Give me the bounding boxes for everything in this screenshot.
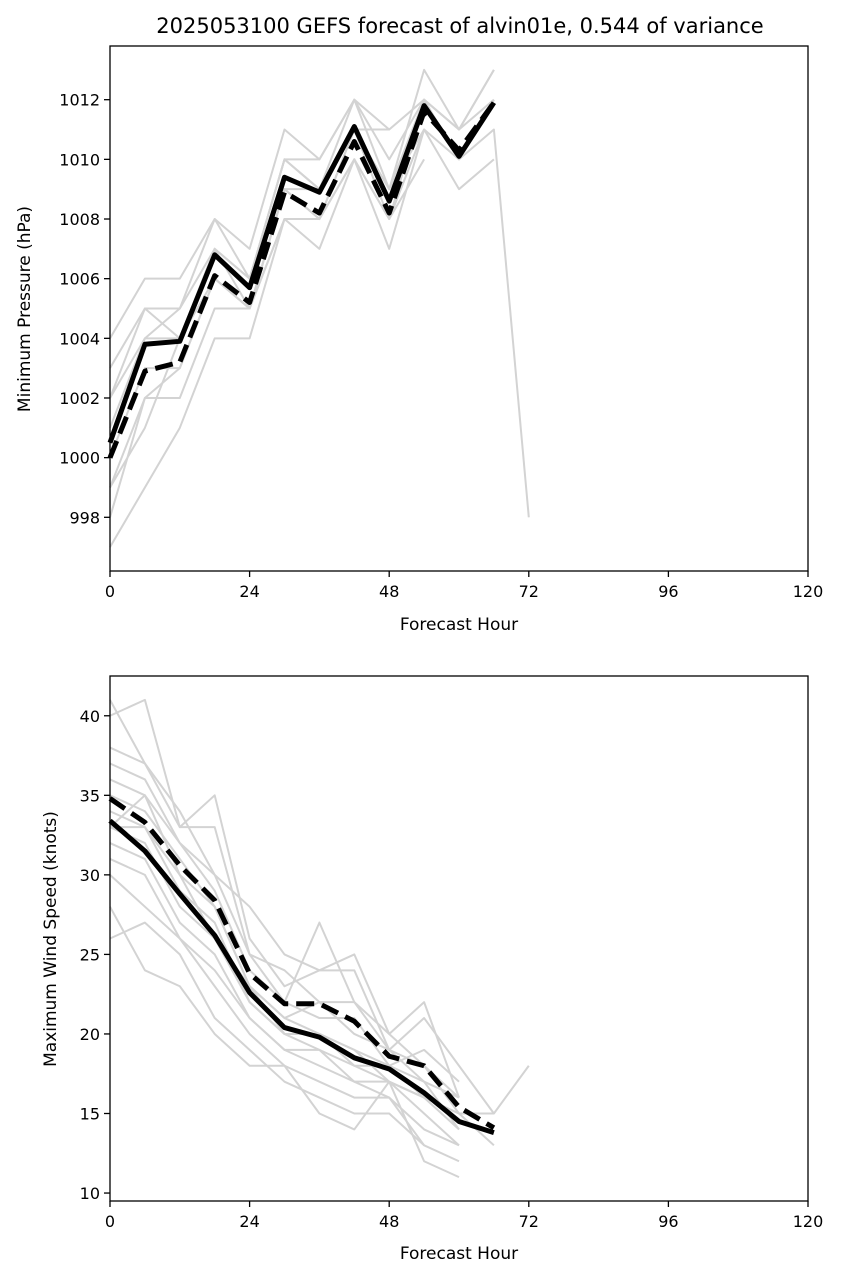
pressure-y-tick-label: 1010 xyxy=(59,150,100,169)
wind-y-axis-label: Maximum Wind Speed (knots) xyxy=(41,811,61,1067)
pressure-x-tick-label: 48 xyxy=(379,582,399,601)
pressure-x-tick-label: 24 xyxy=(239,582,259,601)
pressure-y-tick-label: 1006 xyxy=(59,270,100,289)
wind-mean-lines xyxy=(108,796,496,1135)
wind-member-line-4 xyxy=(109,778,460,1083)
pressure-member-line-8 xyxy=(109,98,495,399)
pressure-dashed-mean-line xyxy=(107,101,496,459)
wind-member-lines xyxy=(109,698,530,1179)
wind-x-tick-label: 120 xyxy=(793,1212,824,1231)
wind-x-tick-label: 48 xyxy=(379,1212,399,1231)
wind-dashed-mean-line xyxy=(108,796,496,1130)
wind-x-tick-label: 72 xyxy=(519,1212,539,1231)
pressure-x-axis-label: Forecast Hour xyxy=(400,615,518,635)
pressure-member-line-3 xyxy=(109,99,495,429)
wind-x-tick-label: 24 xyxy=(239,1212,259,1231)
wind-member-line-14 xyxy=(109,794,495,1147)
pressure-chart: 2025053100 GEFS forecast of alvin01e, 0.… xyxy=(15,14,823,635)
wind-member-line-9 xyxy=(109,842,460,1147)
wind-y-tick-label: 40 xyxy=(80,707,100,726)
pressure-solid-mean-line xyxy=(107,101,496,444)
pressure-y-axis-label: Minimum Pressure (hPa) xyxy=(15,206,35,412)
pressure-y-ticks: 998 1000 1002 1004 1006 1008 1010 1012 xyxy=(59,91,110,527)
wind-plot-frame xyxy=(109,675,809,1202)
pressure-member-line-7 xyxy=(109,128,390,548)
wind-member-line-12 xyxy=(109,906,460,1179)
pressure-y-tick-label: 998 xyxy=(69,508,100,527)
wind-y-tick-label: 15 xyxy=(80,1105,100,1124)
pressure-member-line-9 xyxy=(109,158,425,488)
pressure-y-tick-label: 1000 xyxy=(59,449,100,468)
pressure-plot-frame xyxy=(109,45,809,572)
wind-y-tick-label: 30 xyxy=(80,866,100,885)
wind-y-tick-label: 20 xyxy=(80,1025,100,1044)
pressure-y-tick-label: 1012 xyxy=(59,91,100,110)
pressure-y-tick-label: 1002 xyxy=(59,389,100,408)
wind-x-tick-label: 96 xyxy=(658,1212,678,1231)
wind-solid-mean-line xyxy=(108,818,495,1135)
pressure-x-tick-label: 96 xyxy=(658,582,678,601)
wind-x-ticks: 0 24 48 72 96 120 xyxy=(105,1201,823,1231)
pressure-x-tick-label: 72 xyxy=(519,582,539,601)
pressure-x-ticks: 0 24 48 72 96 120 xyxy=(105,571,823,601)
pressure-y-tick-label: 1004 xyxy=(59,329,100,348)
pressure-mean-lines xyxy=(107,101,496,459)
pressure-member-line-6 xyxy=(109,128,495,518)
pressure-member-line-1 xyxy=(109,98,530,518)
chart-title: 2025053100 GEFS forecast of alvin01e, 0.… xyxy=(156,14,763,38)
wind-y-tick-label: 10 xyxy=(80,1184,100,1203)
pressure-y-tick-label: 1008 xyxy=(59,210,100,229)
wind-x-tick-label: 0 xyxy=(105,1212,115,1231)
wind-x-axis-label: Forecast Hour xyxy=(400,1244,518,1264)
wind-member-line-13 xyxy=(109,921,425,1147)
wind-member-line-0 xyxy=(109,699,495,1115)
wind-member-line-1 xyxy=(109,698,460,1098)
wind-y-tick-label: 25 xyxy=(80,945,100,964)
wind-chart: 0 24 48 72 96 120 10 15 20 25 30 35 40 Forecast Hou… xyxy=(41,675,823,1264)
wind-y-tick-label: 35 xyxy=(80,786,100,805)
pressure-x-tick-label: 0 xyxy=(105,582,115,601)
pressure-x-tick-label: 120 xyxy=(793,582,824,601)
wind-y-ticks: 10 15 20 25 30 35 40 xyxy=(80,707,110,1203)
